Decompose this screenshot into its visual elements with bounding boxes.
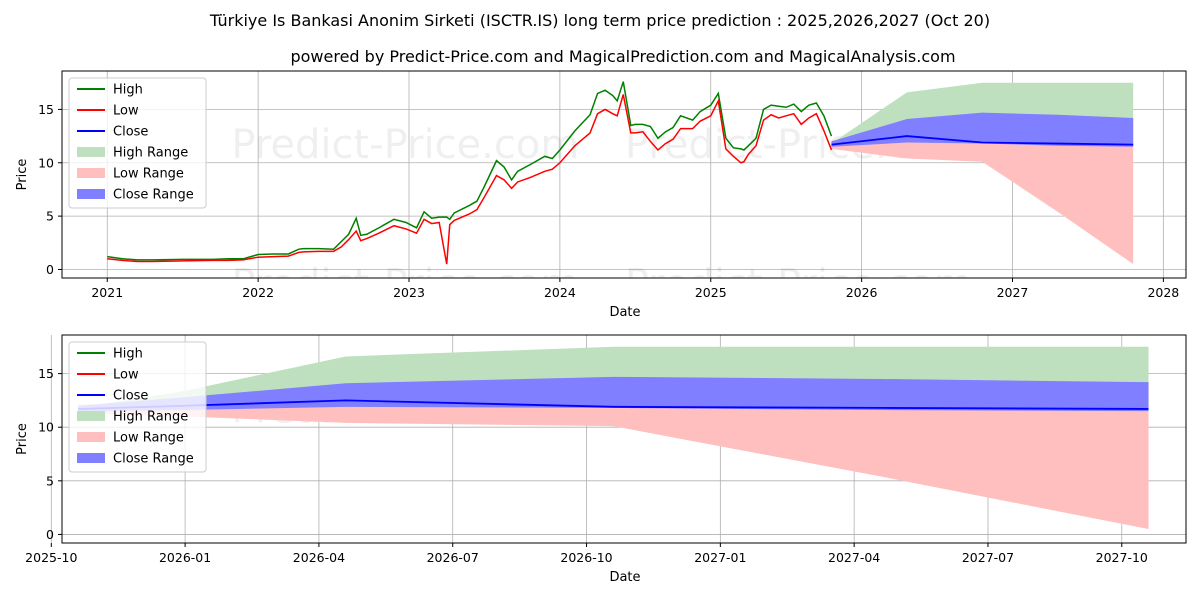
x-tick-label: 2027-07	[962, 550, 1014, 565]
legend-label: High Range	[113, 146, 188, 161]
legend-label: Close Range	[113, 452, 194, 467]
x-tick-label: 2024	[544, 285, 576, 300]
legend-label: High	[113, 347, 143, 362]
chart-subtitle: powered by Predict-Price.com and Magical…	[290, 47, 955, 66]
x-tick-label: 2027-04	[828, 550, 880, 565]
axes-frame	[61, 70, 1187, 279]
x-tick-label: 2027-01	[694, 550, 746, 565]
y-tick-label: 5	[46, 473, 54, 488]
legend-swatch-patch	[77, 189, 105, 199]
legend-swatch-patch	[77, 453, 105, 463]
y-tick-label: 10	[38, 155, 54, 170]
x-tick-label: 2028	[1147, 285, 1179, 300]
y-tick-label: 10	[38, 420, 54, 435]
x-tick-label: 2025	[695, 285, 727, 300]
legend-label: Close	[113, 389, 148, 404]
history-chart: Predict-Price.com Predict-Price.com Predic…	[15, 70, 1187, 320]
legend-swatch-patch	[77, 147, 105, 157]
y-tick-label: 0	[46, 262, 54, 277]
legend-swatch-patch	[77, 168, 105, 178]
x-tick-label: 2027-10	[1096, 550, 1148, 565]
close-range-band	[78, 376, 1149, 412]
watermark: Predict-Price.com	[231, 261, 579, 307]
legend-label: Low	[113, 104, 139, 119]
legend-label: Low Range	[113, 167, 184, 182]
close-range-band	[831, 112, 1134, 147]
legend-label: High Range	[113, 410, 188, 425]
plot-area: Predict-Price.com Predict-Price.com Predic…	[107, 81, 1134, 307]
chart-title: Türkiye Is Bankasi Anonim Sirketi (ISCTR…	[209, 11, 990, 30]
legend-label: Low	[113, 368, 139, 383]
legend-label: Close	[113, 125, 148, 140]
x-tick-label: 2026	[846, 285, 878, 300]
x-tick-label: 2023	[393, 285, 425, 300]
x-axis-label: Date	[609, 305, 640, 320]
legend-label: High	[113, 83, 143, 98]
legend-swatch-patch	[77, 411, 105, 421]
x-tick-label: 2021	[91, 285, 123, 300]
legend-label: Low Range	[113, 431, 184, 446]
x-tick-label: 2025-10	[25, 550, 77, 565]
watermark: Predict-Price.com	[625, 261, 973, 307]
y-tick-label: 5	[46, 209, 54, 224]
y-axis-label: Price	[15, 423, 30, 455]
close-line	[831, 135, 1134, 146]
y-tick-label: 0	[46, 527, 54, 542]
x-tick-label: 2026-07	[427, 550, 479, 565]
low-line	[107, 94, 833, 265]
legend-swatch-patch	[77, 432, 105, 442]
x-tick-label: 2026-04	[293, 550, 345, 565]
low-range-band	[78, 402, 1149, 530]
x-tick-label: 2026-01	[159, 550, 211, 565]
x-tick-label: 2027	[997, 285, 1029, 300]
x-tick-label: 2022	[242, 285, 274, 300]
x-axis-label: Date	[609, 570, 640, 585]
legend-label: Close Range	[113, 188, 194, 203]
watermark: Predict-Price.com	[231, 122, 579, 168]
y-tick-label: 15	[38, 366, 54, 381]
y-tick-label: 15	[38, 102, 54, 117]
low-range-band	[831, 138, 1134, 265]
axes-frame	[61, 334, 1187, 544]
high-line	[107, 81, 833, 261]
x-tick-label: 2026-10	[560, 550, 612, 565]
y-axis-label: Price	[15, 159, 30, 191]
